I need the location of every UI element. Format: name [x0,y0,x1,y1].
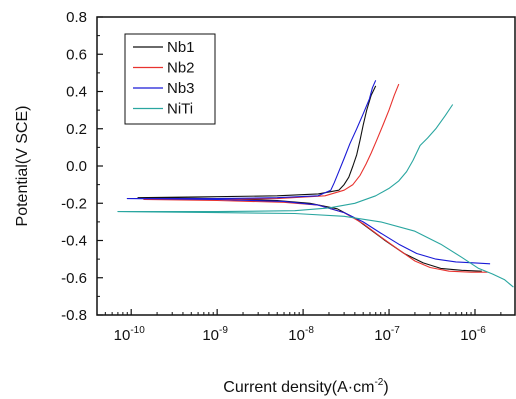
x-tick-label: 10-9 [202,325,228,344]
series-line-niti [117,104,514,288]
legend: Nb1 Nb2 Nb3 NiTi [124,33,216,125]
y-tick-label: -0.2 [61,195,87,212]
x-tick-labels: 10-10 10-9 10-8 10-7 10-6 [114,325,487,344]
series-line-nb3 [126,80,491,265]
y-tick-label: -0.4 [61,233,87,250]
legend-label-nb2: Nb2 [167,60,195,77]
y-tick-label: 0.8 [66,9,87,26]
y-tick-labels: -0.8 -0.6 -0.4 -0.2 0.0 0.2 0.4 0.6 0.8 [61,9,87,324]
y-tick-label: -0.8 [61,307,87,324]
x-tick-label: 10-10 [114,325,146,344]
x-tick-label: 10-6 [460,325,486,344]
legend-label-niti: NiTi [167,101,193,118]
x-axis-title-main: Current density(A·cm [223,379,374,396]
y-tick-label: 0.2 [66,121,87,138]
y-tick-label: 0.4 [66,84,87,101]
x-tick-label: 10-7 [374,325,400,344]
y-tick-label: -0.6 [61,270,87,287]
series-lines [117,80,514,288]
legend-label-nb3: Nb3 [167,80,195,97]
x-tick-label: 10-8 [288,325,314,344]
y-tick-label: 0.6 [66,46,87,63]
x-axis-title: Current density(A·cm-2) [223,377,388,396]
x-axis-title-sup: -2 [374,377,383,388]
y-axis-title: Potential(V SCE) [14,106,31,227]
y-tick-label: 0.0 [66,158,87,175]
legend-label-nb1: Nb1 [167,39,195,56]
plot-frame [96,16,516,316]
x-axis-title-close: ) [383,379,388,396]
